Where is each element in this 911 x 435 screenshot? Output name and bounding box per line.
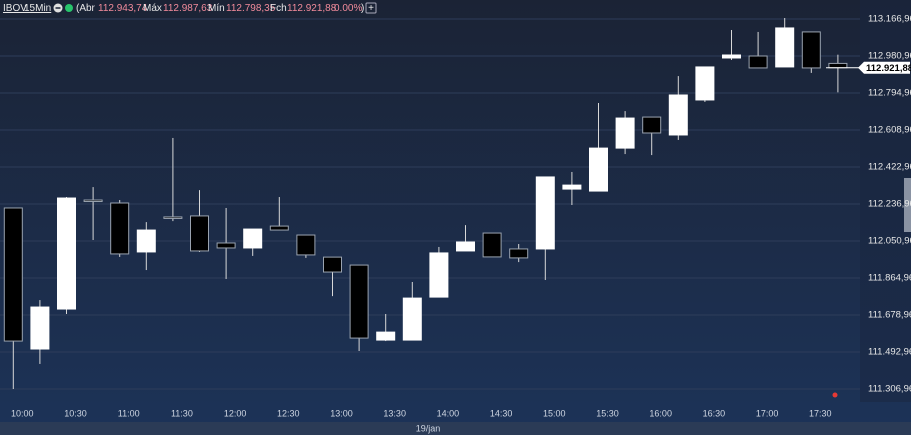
- candle-body: [376, 331, 396, 341]
- marker-dot: [832, 392, 838, 398]
- candle-body: [402, 297, 422, 341]
- candle-body: [828, 62, 848, 69]
- x-tick-label: 17:30: [809, 408, 832, 418]
- last-price-label: 112.921,88: [866, 63, 911, 74]
- candle-body: [562, 184, 582, 190]
- candle-body: [535, 176, 555, 250]
- field-label: (Abr: [76, 3, 96, 14]
- candle-body: [243, 228, 263, 249]
- candle-body: [30, 306, 50, 350]
- date-label: 19/jan: [416, 423, 441, 433]
- x-tick-label: 10:00: [11, 408, 34, 418]
- field-label: Máx: [143, 3, 162, 14]
- field-value: 112.921,88: [287, 3, 337, 14]
- candle-body: [801, 31, 821, 69]
- y-tick-label: 111.306,96: [868, 384, 911, 395]
- candle-body: [589, 147, 608, 192]
- symbol[interactable]: IBOV: [3, 3, 27, 14]
- candle-body: [110, 202, 130, 255]
- candle-body: [509, 248, 529, 259]
- y-tick-label: 112.608,96: [868, 125, 911, 136]
- candle-body: [722, 54, 741, 59]
- candle-body: [775, 27, 795, 68]
- y-tick-label: 112.050,96: [868, 236, 911, 247]
- candle-body: [296, 234, 316, 256]
- x-tick-label: 14:30: [490, 408, 513, 418]
- status-dot: [65, 4, 73, 12]
- x-tick-label: 10:30: [64, 408, 87, 418]
- x-tick-label: 12:00: [224, 408, 247, 418]
- candle-body: [136, 229, 156, 253]
- add-button[interactable]: [365, 2, 377, 14]
- field-value: 112.798,35: [226, 3, 276, 14]
- candle-body: [748, 55, 768, 69]
- candle-body: [57, 197, 76, 310]
- x-tick-label: 16:00: [649, 408, 672, 418]
- candle-body: [323, 256, 342, 273]
- y-tick-label: 112.980,96: [868, 51, 911, 62]
- field-label: Mín: [208, 3, 225, 14]
- candle-body: [642, 116, 662, 134]
- y-tick-label: 111.492,96: [868, 347, 911, 358]
- header: IBOV 15Min (Abr 112.943,74Máx112.987,63Mí…: [3, 3, 364, 14]
- change: 0.00%: [334, 3, 362, 14]
- x-tick-label: 14:00: [437, 408, 460, 418]
- x-tick-label: 15:30: [596, 408, 619, 418]
- candle-body: [3, 207, 23, 342]
- y-tick-label: 111.678,96: [868, 310, 911, 321]
- candle-body: [190, 215, 209, 252]
- field-label: Fch: [270, 3, 287, 14]
- candle-body: [429, 252, 449, 298]
- x-tick-label: 11:00: [118, 408, 140, 418]
- candle-body: [668, 94, 688, 136]
- candle-body: [456, 241, 475, 252]
- y-tick-label: 112.236,96: [868, 199, 911, 210]
- x-tick-label: 17:00: [756, 408, 779, 418]
- date-bar: [0, 422, 911, 435]
- interval[interactable]: 15Min: [24, 3, 51, 14]
- x-tick-label: 13:00: [330, 408, 353, 418]
- candle-body: [695, 66, 715, 101]
- candle-body: [269, 225, 289, 231]
- candle-body: [216, 242, 236, 249]
- x-tick-label: 11:30: [171, 408, 193, 418]
- field-value: 112.987,63: [163, 3, 213, 14]
- y-tick-label: 112.422,96: [868, 162, 911, 173]
- y-tick-label: 112.794,96: [868, 88, 911, 99]
- x-tick-label: 13:30: [383, 408, 406, 418]
- candle-body: [482, 232, 502, 258]
- x-tick-label: 15:00: [543, 408, 566, 418]
- x-tick-label: 16:30: [703, 408, 726, 418]
- candle-body: [83, 199, 103, 203]
- header-suffix: ): [361, 3, 364, 14]
- candle-body: [163, 216, 183, 219]
- x-tick-label: 12:30: [277, 408, 300, 418]
- field-value: 112.943,74: [98, 3, 148, 14]
- candle-body: [349, 264, 369, 339]
- add-button-plus: +: [368, 3, 374, 14]
- scroll-handle[interactable]: [904, 178, 911, 232]
- candle-body: [615, 117, 635, 149]
- y-tick-label: 111.864,96: [868, 273, 911, 284]
- y-tick-label: 113.166,96: [868, 14, 911, 25]
- last-price-tag: [858, 61, 910, 74]
